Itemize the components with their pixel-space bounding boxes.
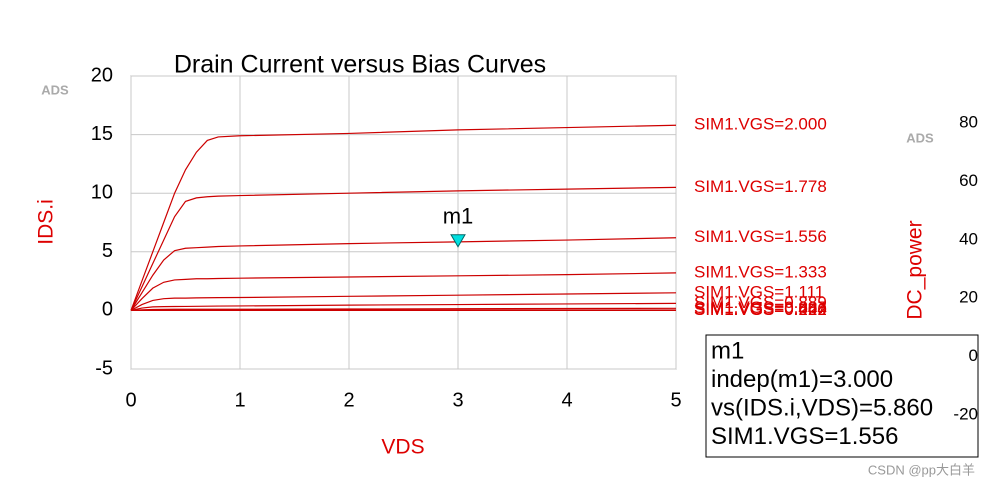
marker-readout: SIM1.VGS=1.556 xyxy=(711,423,898,450)
y2-tick-label: 20 xyxy=(959,288,978,307)
series-label: SIM1.VGS=0.667 xyxy=(694,298,827,317)
series-line xyxy=(130,292,677,311)
series-label: SIM1.VGS=1.778 xyxy=(694,177,827,196)
marker-readout-box xyxy=(705,334,979,458)
y-tick-label: -5 xyxy=(95,357,113,379)
marker-readout: indep(m1)=3.000 xyxy=(711,366,893,393)
y-tick-label: 0 xyxy=(102,299,113,321)
marker xyxy=(450,234,466,248)
series-label: SIM1.VGS=0.000 xyxy=(694,300,827,319)
series-line xyxy=(130,307,677,311)
series-label: SIM1.VGS=0.889 xyxy=(694,293,827,312)
series-label: SIM1.VGS=2.000 xyxy=(694,115,827,134)
series-label: SIM1.VGS=1.333 xyxy=(694,262,827,281)
series-line xyxy=(130,124,677,311)
series-label: SIM1.VGS=1.111 xyxy=(694,282,824,301)
series-label: SIM1.VGS=0.222 xyxy=(694,300,827,319)
x-tick-label: 4 xyxy=(561,389,572,411)
y2-tick-label: -20 xyxy=(953,404,978,423)
y2-tick-label: 0 xyxy=(969,346,978,365)
marker-readout: m1 xyxy=(711,337,744,364)
y-tick-label: 20 xyxy=(91,64,113,86)
x-tick-label: 3 xyxy=(452,389,463,411)
series-line xyxy=(130,237,677,311)
marker-label: m1 xyxy=(443,204,474,229)
x-tick-label: 5 xyxy=(670,389,681,411)
x-tick-label: 1 xyxy=(234,389,245,411)
series-line xyxy=(130,272,677,311)
y2-tick-label: 40 xyxy=(959,229,978,248)
x-tick-label: 2 xyxy=(343,389,354,411)
plot-frame xyxy=(130,75,677,370)
marker-readout: vs(IDS.i,VDS)=5.860 xyxy=(711,394,933,421)
y-tick-label: 5 xyxy=(102,240,113,262)
y2-tick-label: 60 xyxy=(959,171,978,190)
series-line xyxy=(130,302,677,311)
y2-tick-label: 80 xyxy=(959,112,978,131)
logo: ADS xyxy=(906,130,934,145)
y-axis-label: IDS.i xyxy=(35,199,58,245)
series-label: SIM1.VGS=1.556 xyxy=(694,227,827,246)
series-label: SIM1.VGS=0.444 xyxy=(694,299,827,318)
series-line xyxy=(130,186,677,311)
y-tick-label: 15 xyxy=(91,123,113,145)
logo: ADS xyxy=(41,82,69,97)
y-axis-label: DC_power xyxy=(904,220,927,319)
watermark: CSDN @pp大白羊 xyxy=(868,462,975,477)
y-tick-label: 10 xyxy=(91,181,113,203)
x-tick-label: 0 xyxy=(125,389,136,411)
x-axis-label: VDS xyxy=(381,436,424,459)
chart-title: Drain Current versus Bias Curves xyxy=(174,51,546,79)
